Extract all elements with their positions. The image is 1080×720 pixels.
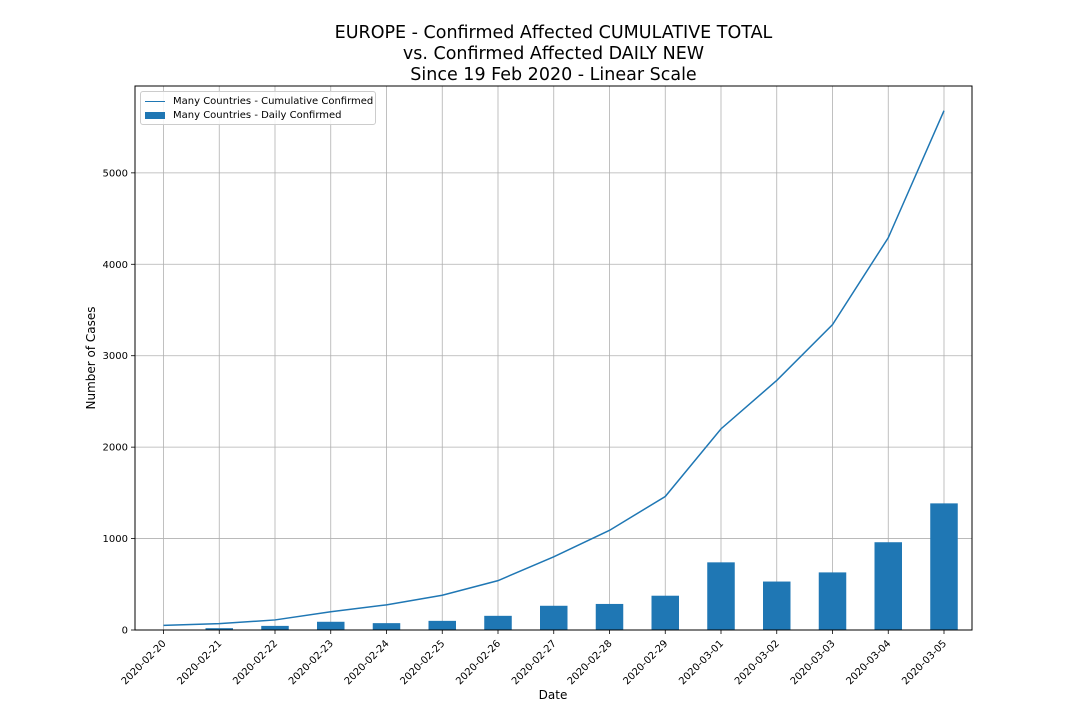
x-tick-label: 2020-02-27 [510,638,559,687]
bar-series [149,503,958,630]
daily-confirmed-bar [651,595,679,630]
daily-confirmed-bar [540,605,568,630]
legend: Many Countries - Cumulative Confirmed Ma… [140,91,376,125]
daily-confirmed-bar [261,625,289,630]
x-tick-label: 2020-02-25 [398,638,447,687]
x-tick-label: 2020-02-28 [566,638,615,687]
y-tick-label: 4000 [103,260,128,271]
x-tick-label: 2020-02-22 [231,638,280,687]
daily-confirmed-bar [930,503,958,630]
x-tick-label: 2020-03-03 [789,638,838,687]
daily-confirmed-bar [763,581,791,630]
legend-bar-label: Many Countries - Daily Confirmed [173,109,342,121]
x-tick-label: 2020-03-04 [844,638,893,687]
legend-line-label: Many Countries - Cumulative Confirmed [173,95,374,107]
y-axis-label: Number of Cases [84,306,98,409]
line-series [163,110,945,627]
legend-line-swatch [145,100,165,102]
y-tick-label: 1000 [103,534,128,545]
x-axis-ticks: 2020-02-20 2020-02-21 2020-02-22 2020-02-23… [120,630,949,687]
legend-item-bar: Many Countries - Daily Confirmed [145,108,342,122]
legend-item-line: Many Countries - Cumulative Confirmed [145,94,373,108]
daily-confirmed-bar [818,572,847,630]
x-tick-label: 2020-03-01 [677,638,726,687]
x-axis-label: Date [539,688,568,702]
daily-confirmed-bar [484,615,512,630]
daily-confirmed-bar [372,623,401,630]
x-tick-label: 2020-02-21 [175,638,224,687]
y-tick-label: 3000 [103,351,128,362]
x-tick-label: 2020-02-20 [120,638,169,687]
daily-confirmed-bar [707,562,735,630]
chart-title-line-2: vs. Confirmed Affected DAILY NEW [402,44,705,64]
cumulative-confirmed-line [163,110,945,627]
daily-confirmed-bar [874,542,902,630]
x-tick-label: 2020-02-24 [343,638,392,687]
x-tick-label: 2020-02-29 [621,638,670,687]
grid-lines [135,86,972,631]
y-tick-label: 2000 [103,443,128,454]
y-tick-label: 5000 [103,168,128,179]
daily-confirmed-bar [595,603,624,630]
x-tick-label: 2020-02-26 [454,638,503,687]
daily-confirmed-bar [428,620,456,630]
daily-confirmed-bar [317,621,345,630]
y-tick-label: 0 [122,626,128,637]
legend-bar-swatch [145,111,165,119]
chart-title-line-1: EUROPE - Confirmed Affected CUMULATIVE T… [334,23,773,43]
x-tick-label: 2020-02-23 [287,638,336,687]
y-axis-ticks: 0 1000 2000 3000 4000 5000 [103,168,135,637]
x-tick-label: 2020-03-02 [733,638,782,687]
x-tick-label: 2020-03-05 [900,638,949,687]
daily-confirmed-bar [205,628,233,630]
chart-title-line-3: Since 19 Feb 2020 - Linear Scale [410,65,697,85]
